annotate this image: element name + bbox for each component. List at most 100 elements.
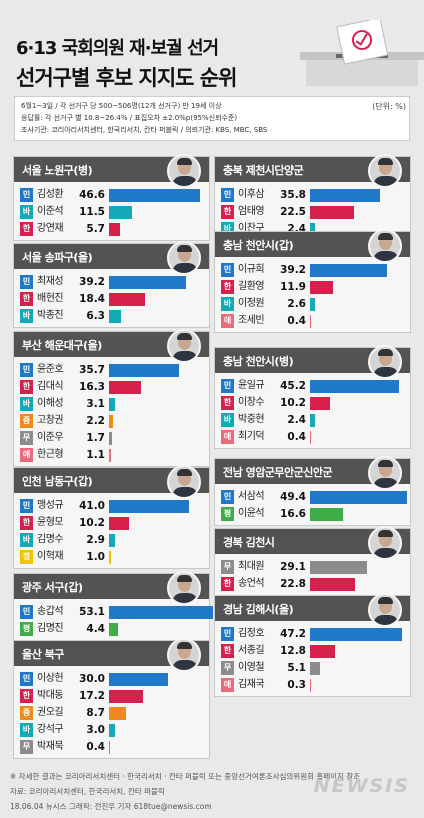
candidate-row: 한 박대동 17.2: [14, 688, 209, 705]
candidate-name: 강석구: [37, 724, 64, 735]
candidate-row: 평 김명진 4.4: [14, 621, 209, 638]
support-bar: [310, 397, 330, 410]
candidate-row: 민 최재성 39.2: [14, 274, 209, 291]
support-bar: [109, 206, 132, 219]
candidate-name: 한근형: [37, 449, 64, 460]
district-name: 광주 서구(갑): [22, 581, 83, 594]
party-badge: 한: [20, 516, 33, 530]
candidate-row: 바 박중현 2.4: [215, 412, 410, 429]
support-value: 0.3: [287, 679, 306, 691]
candidate-row: 중 권오길 8.7: [14, 705, 209, 722]
party-badge: 바: [20, 397, 33, 411]
candidate-row: 애 조세빈 0.4: [215, 313, 410, 330]
candidate-name: 이준석: [37, 206, 64, 217]
support-value: 2.2: [86, 415, 105, 427]
support-value: 0.4: [287, 431, 306, 443]
support-value: 22.5: [280, 206, 306, 218]
district-panel: 광주 서구(갑) 민 송갑석 53.1 평 김명진 4.4: [13, 571, 213, 641]
district-name: 서울 노원구(병): [22, 164, 93, 177]
support-bar: [310, 561, 367, 574]
party-badge: 민: [221, 379, 234, 393]
support-value: 18.4: [79, 293, 105, 305]
candidate-name: 강연재: [37, 223, 64, 234]
candidate-photo: [368, 345, 402, 379]
party-badge: 애: [221, 314, 234, 328]
support-bar: [109, 223, 121, 236]
candidate-name: 이영철: [238, 662, 265, 673]
candidate-name: 최재성: [37, 276, 64, 287]
district-name: 인천 남동구(갑): [22, 475, 93, 488]
support-bar: [109, 673, 168, 686]
support-value: 35.7: [79, 364, 105, 376]
candidate-name: 송언석: [238, 578, 265, 589]
candidate-name: 김명수: [37, 534, 64, 545]
district-header: 경남 김해시(을): [215, 593, 410, 627]
district-name: 충남 천안시(갑): [223, 239, 294, 252]
district-panel: 부산 해운대구(을) 민 윤준호 35.7 한 김대식 16.3 바 이해성 3.1 중 고창권 2.2…: [13, 329, 210, 467]
support-bar: [109, 500, 190, 513]
support-value: 47.2: [280, 628, 306, 640]
support-value: 45.2: [280, 380, 306, 392]
support-bar: [109, 293, 146, 306]
page-title: 6·13 국회의원 재·보궐 선거: [16, 38, 219, 59]
district-name: 충남 천안시(병): [223, 355, 294, 368]
candidate-name: 서종길: [238, 645, 265, 656]
page-subtitle: 선거구별 후보 지지도 순위: [16, 66, 237, 90]
support-bar: [109, 398, 116, 411]
district-header: 전남 영암군무안군신안군: [215, 456, 410, 490]
district-name: 서울 송파구(을): [22, 251, 93, 264]
candidate-name: 최기덕: [238, 431, 265, 442]
candidate-name: 이정원: [238, 298, 265, 309]
district-panel: 서울 노원구(병) 민 김성환 46.6 바 이준석 11.5 한 강연재 5.7: [13, 154, 210, 241]
party-badge: 민: [221, 263, 234, 277]
party-badge: 한: [221, 280, 234, 294]
support-bar: [310, 189, 381, 202]
support-value: 6.3: [86, 310, 105, 322]
district-header: 서울 노원구(병): [14, 154, 209, 188]
candidate-row: 한 엄태영 22.5: [215, 204, 410, 221]
district-panel: 충남 천안시(병) 민 윤일규 45.2 한 이창수 10.2 바 박중현 2.4 애 최기덕 0.4: [214, 345, 411, 449]
unit-label: (단위: %): [372, 102, 406, 111]
support-bar: [109, 276, 186, 289]
support-bar: [109, 690, 143, 703]
candidate-row: 애 김재국 0.3: [215, 677, 410, 694]
support-bar: [310, 206, 355, 219]
candidate-row: 민 송갑석 53.1: [14, 604, 213, 621]
district-name: 경남 김해시(을): [223, 603, 294, 616]
support-value: 53.1: [79, 606, 105, 618]
candidate-name: 김정호: [238, 628, 265, 639]
district-name: 전남 영암군무안군신안군: [223, 466, 333, 479]
candidate-row: 한 윤형모 10.2: [14, 515, 209, 532]
candidate-name: 엄태영: [238, 206, 265, 217]
party-badge: 애: [221, 430, 234, 444]
survey-info-line: 조사기관: 코리아리서치센터, 한국리서치, 칸타 퍼블릭 / 의뢰기관: KB…: [21, 126, 268, 134]
candidate-row: 애 한근형 1.1: [14, 447, 209, 464]
candidate-name: 이규희: [238, 264, 265, 275]
candidate-row: 민 윤준호 35.7: [14, 362, 209, 379]
candidate-row: 무 이영철 5.1: [215, 660, 410, 677]
district-panel: 충남 천안시(갑) 민 이규희 39.2 한 길환영 11.9 바 이정원 2.6 애 조세빈 0.4: [214, 229, 411, 333]
support-value: 49.4: [280, 491, 306, 503]
district-panel: 충북 제천시단양군 민 이후삼 35.8 한 엄태영 22.5 바 이찬구 2.4: [214, 154, 411, 241]
support-value: 2.6: [287, 298, 306, 310]
candidate-row: 민 윤일규 45.2: [215, 378, 410, 395]
support-bar: [310, 264, 387, 277]
candidate-row: 한 서종길 12.8: [215, 643, 410, 660]
candidate-name: 이해성: [37, 398, 64, 409]
party-badge: 애: [221, 678, 234, 692]
support-bar: [310, 380, 399, 393]
district-header: 경북 김천시: [215, 526, 410, 560]
candidate-name: 송갑석: [37, 606, 64, 617]
support-value: 5.1: [287, 662, 306, 674]
support-bar: [109, 189, 201, 202]
candidate-name: 이후삼: [238, 189, 265, 200]
support-bar: [109, 551, 111, 564]
support-value: 0.4: [86, 741, 105, 753]
candidate-name: 윤일규: [238, 380, 265, 391]
district-header: 충남 천안시(병): [215, 345, 410, 379]
support-value: 12.8: [280, 645, 306, 657]
party-badge: 바: [221, 413, 234, 427]
footer-note: ※ 자세한 결과는 코리아리서치센터 · 한국리서치 · 칸타 퍼블릭 또는 중…: [10, 772, 361, 781]
support-value: 2.4: [287, 414, 306, 426]
party-badge: 한: [20, 689, 33, 703]
